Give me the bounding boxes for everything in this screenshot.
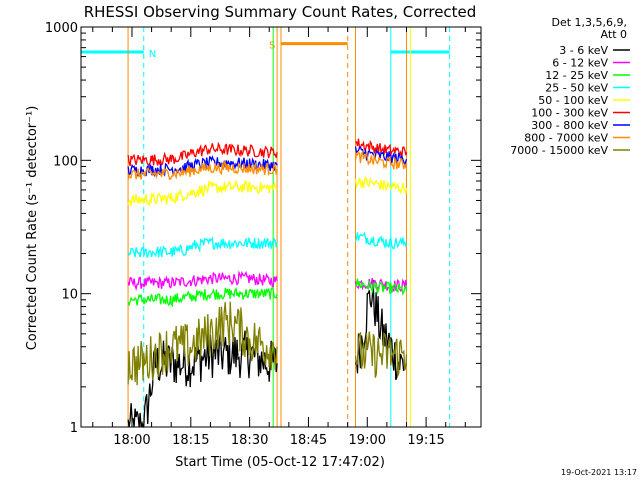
legend-label-3: 25 - 50 keV (545, 82, 608, 95)
flag-label-s: S (269, 41, 275, 52)
legend-label-0: 3 - 6 keV (559, 44, 608, 57)
series-line-3-seg-1 (356, 232, 407, 248)
legend-label-1: 6 - 12 keV (552, 57, 608, 70)
x-tick-label-1: 18:15 (172, 433, 209, 448)
series-line-1-seg-0 (128, 273, 277, 289)
x-tick-label-2: 18:30 (231, 433, 268, 448)
series-line-8-seg-0 (128, 302, 277, 386)
chart-title: RHESSI Observing Summary Count Rates, Co… (84, 3, 477, 21)
timestamp: 19-Oct-2021 13:17 (561, 468, 637, 477)
series-line-8-seg-1 (356, 332, 407, 378)
series-line-4-seg-0 (128, 182, 277, 206)
y-axis-label: Corrected Count Rate (s⁻¹ detector⁻¹) (25, 106, 40, 351)
legend-label-5: 100 - 300 keV (531, 107, 608, 120)
legend-label-2: 12 - 25 keV (545, 69, 608, 82)
x-tick-label-5: 19:15 (407, 433, 444, 448)
series-layer (128, 139, 406, 427)
series-line-3-seg-0 (128, 238, 277, 258)
x-axis-label: Start Time (05-Oct-12 17:47:02) (175, 455, 385, 470)
x-tick-label-3: 18:45 (290, 433, 327, 448)
legend-label-6: 300 - 800 keV (531, 119, 608, 132)
legend-header-1: Att 0 (601, 28, 627, 41)
x-ticks: 18:00 18:15 18:30 18:45 19:00 19:15 (93, 27, 466, 448)
flag-layer: NS (81, 41, 450, 60)
legend-label-4: 50 - 100 keV (538, 94, 608, 107)
y-tick-label-0: 1 (70, 421, 78, 436)
series-line-4-seg-1 (356, 178, 407, 195)
y-tick-label-1: 10 (61, 288, 78, 303)
x-tick-label-4: 19:00 (349, 433, 386, 448)
series-line-2-seg-0 (128, 288, 277, 306)
legend-label-7: 800 - 7000 keV (524, 132, 608, 145)
y-tick-label-3: 1000 (45, 21, 78, 36)
flag-label-n: N (149, 49, 156, 60)
legend-label-8: 7000 - 15000 keV (510, 144, 608, 157)
y-tick-label-2: 100 (53, 154, 78, 169)
y-ticks: 1 10 100 1000 (45, 21, 481, 436)
x-tick-label-0: 18:00 (113, 433, 150, 448)
